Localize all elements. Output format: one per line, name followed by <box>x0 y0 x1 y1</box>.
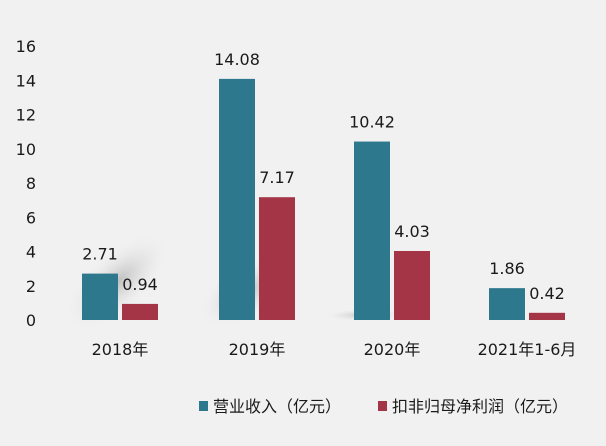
bar-revenue <box>354 141 390 320</box>
y-tick-label: 16 <box>16 37 36 56</box>
bar-net-profit <box>529 312 565 320</box>
y-tick-label: 4 <box>26 243 36 262</box>
y-tick-label: 10 <box>16 140 36 159</box>
legend-label-net-profit: 扣非归母净利润（亿元） <box>392 397 568 416</box>
bar-revenue <box>489 288 525 320</box>
bar-shadows <box>0 235 403 329</box>
legend-swatch-revenue <box>199 401 208 411</box>
y-tick-label: 14 <box>16 71 36 90</box>
x-axis: 2018年 2019年 2020年 2021年1-6月 <box>92 340 577 359</box>
data-label-revenue: 10.42 <box>349 113 395 132</box>
y-axis: 0 2 4 6 8 10 12 14 16 <box>16 37 36 330</box>
bar-revenue <box>219 78 255 320</box>
legend-label-revenue: 营业收入（亿元） <box>213 397 341 416</box>
data-label-net-profit: 0.94 <box>122 275 158 294</box>
legend-swatch-net-profit <box>378 401 387 411</box>
legend: 营业收入（亿元） 扣非归母净利润（亿元） <box>199 397 568 416</box>
x-category-label: 2019年 <box>229 340 286 359</box>
bar-net-profit <box>122 303 158 320</box>
bar-shadow <box>0 304 3 322</box>
x-category-label: 2021年1-6月 <box>478 340 577 359</box>
x-category-label: 2020年 <box>364 340 421 359</box>
y-tick-label: 8 <box>26 174 36 193</box>
data-labels: 2.710.94 14.08 7.17 10.42 4.03 1.860.42 <box>82 50 565 303</box>
bar-net-profit <box>394 250 430 320</box>
data-label-revenue: 2.71 <box>82 245 118 264</box>
data-label-revenue: 1.86 <box>489 259 525 278</box>
y-tick-label: 0 <box>26 311 36 330</box>
data-label-net-profit: 4.03 <box>394 222 430 241</box>
bars <box>82 78 565 320</box>
y-tick-label: 6 <box>26 208 36 227</box>
x-category-label: 2018年 <box>92 340 149 359</box>
y-tick-label: 12 <box>16 106 36 125</box>
bar-net-profit <box>259 197 295 320</box>
data-label-revenue: 14.08 <box>214 50 260 69</box>
data-label-net-profit: 0.42 <box>529 284 565 303</box>
data-label-net-profit: 7.17 <box>259 168 295 187</box>
y-tick-label: 2 <box>26 277 36 296</box>
bar-revenue <box>82 273 118 320</box>
